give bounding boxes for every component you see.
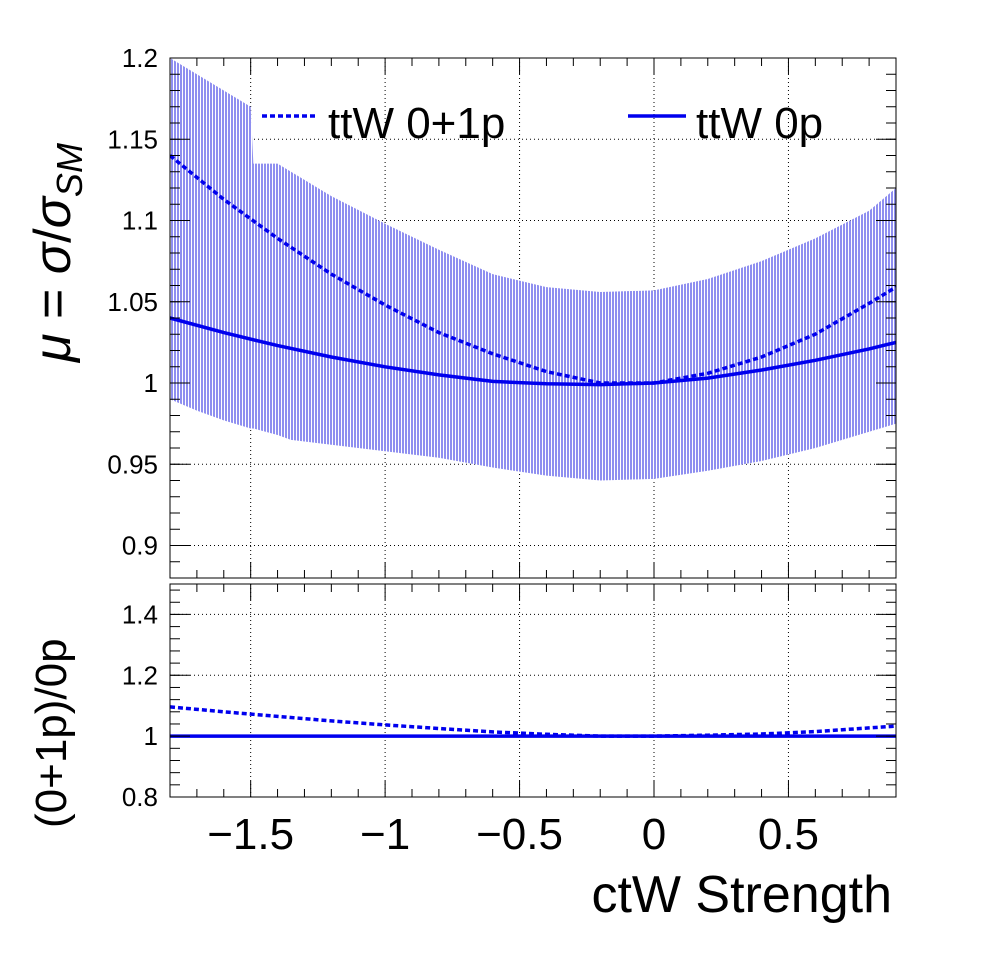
y-tick-label: 1.2 [122, 660, 158, 690]
y-title-sigma-sm: σ [24, 195, 82, 228]
legend: ttW 0+1p ttW 0p [262, 99, 823, 148]
ratio-x-ticks: −1.5 −1 −0.5 0 0.5 [169, 584, 897, 859]
ratio-series-ttw-0plus1p-line [170, 705, 896, 738]
y-tick-label: 1 [144, 721, 158, 751]
y-title-sigma: σ [24, 241, 82, 274]
y-tick-label: 1.4 [122, 599, 158, 629]
x-tick-label: −0.5 [476, 810, 563, 859]
ratio-y-axis-title: (0+1p)/0p [27, 638, 76, 828]
x-axis-title: ctW Strength [591, 866, 892, 924]
main-y-axis-title: μ = σ/σSM [24, 143, 90, 364]
x-tick-label: −1 [360, 810, 410, 859]
main-panel: 0.9 0.95 1 1.05 1.1 1.15 1.2 ttW 0+1p ttW 0p μ… [24, 43, 897, 579]
main-y-ticks: 0.9 0.95 1 1.05 1.1 1.15 1.2 [107, 43, 896, 579]
y-tick-label: 1.05 [107, 287, 158, 317]
ratio-panel: 0.8 1 1.2 1.4 −1.5 −1 −0.5 0 0.5 (0+1p)/0p ctW … [27, 583, 897, 924]
x-tick-label: 0.5 [758, 810, 819, 859]
ratio-frame [169, 583, 897, 798]
legend-label-ttw-0plus1p: ttW 0+1p [328, 99, 505, 148]
y-title-mu: μ [24, 334, 82, 365]
x-tick-label: 0 [642, 810, 666, 859]
y-tick-label: 1.1 [122, 206, 158, 236]
y-title-subscript: SM [49, 143, 90, 197]
legend-entry-ttw-0p: ttW 0p [628, 99, 823, 148]
y-title-eq: = [24, 274, 82, 333]
y-tick-label: 1.2 [122, 43, 158, 73]
y-tick-label: 0.95 [107, 449, 158, 479]
y-tick-label: 0.9 [122, 531, 158, 561]
ratio-y-ticks: 0.8 1 1.2 1.4 [122, 589, 896, 812]
y-tick-label: 1 [144, 368, 158, 398]
y-tick-label: 1.15 [107, 124, 158, 154]
legend-entry-ttw-0plus1p: ttW 0+1p [262, 99, 505, 148]
legend-label-ttw-0p: ttW 0p [696, 99, 823, 148]
uncertainty-band [170, 58, 896, 481]
y-tick-label: 0.8 [122, 782, 158, 812]
series-ttw-0p-line [170, 316, 896, 387]
x-tick-label: −1.5 [207, 810, 294, 859]
y-title-slash: / [24, 228, 82, 243]
main-x-ticks [169, 58, 897, 578]
